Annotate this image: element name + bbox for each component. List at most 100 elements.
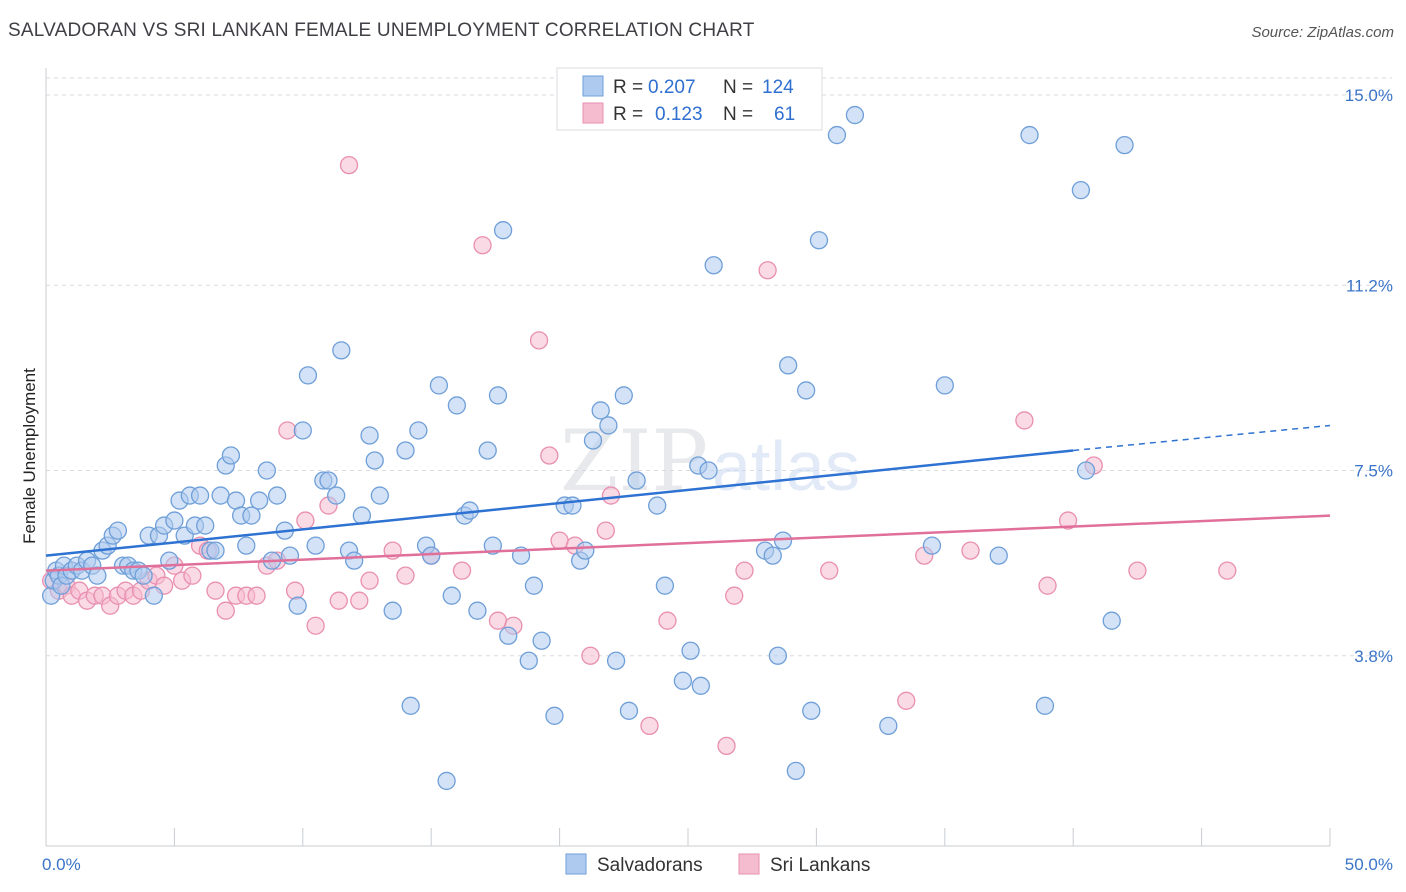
watermark-atlas: atlas: [712, 427, 860, 505]
sri-lankans-point-35: [350, 591, 369, 610]
salvadorans-point-41: [237, 536, 256, 555]
y-tick-label-1: 7.5%: [1354, 462, 1393, 481]
salvadorans-point-93: [606, 651, 626, 670]
x-tick-label-min: 0.0%: [42, 855, 81, 874]
salvadorans-point-69: [429, 376, 449, 395]
sri-lankans-point-56: [758, 261, 777, 280]
sri-lankans-point-38: [396, 566, 415, 585]
salvadorans-point-46: [267, 486, 287, 505]
salvadorans-point-44: [257, 461, 276, 480]
salvadorans-point-113: [809, 231, 829, 250]
watermark-zip: ZIP: [560, 412, 708, 510]
salvadorans-point-42: [242, 506, 261, 525]
legend-n-value-1: 124: [762, 77, 794, 98]
salvadorans-point-66: [409, 421, 428, 440]
sri-lankans-point-50: [601, 486, 621, 505]
trend-line-sri-lankans: [45, 514, 1331, 572]
sri-lankans-point-48: [581, 646, 600, 665]
y-tick-label-0: 3.8%: [1354, 647, 1393, 666]
legend-r-value-1: 0.207: [648, 77, 696, 98]
salvadorans-point-23: [144, 586, 164, 605]
salvadorans-point-75: [468, 601, 487, 620]
salvadorans-point-96: [627, 471, 646, 490]
sri-lankans-point-30: [296, 511, 315, 530]
salvadorans-point-119: [1035, 696, 1055, 715]
trend-line-salvadorans: [45, 449, 1074, 557]
salvadorans-point-33: [196, 516, 215, 535]
salvadorans-point-16: [108, 521, 128, 540]
legend-box: R = 0.207 N = 124 R = 0.123 N = 61: [556, 67, 823, 131]
salvadorans-point-100: [681, 641, 700, 660]
salvadorans-point-21: [134, 566, 153, 585]
x-tick-labels: 0.0% 50.0%: [42, 855, 1393, 874]
bottom-legend: Salvadorans Sri Lankans: [565, 853, 870, 876]
sri-lankans-point-46: [550, 531, 569, 550]
sri-lankans-point-40: [452, 561, 472, 580]
salvadorans-point-115: [922, 536, 942, 555]
salvadorans-point-102: [691, 676, 710, 695]
legend-swatch-blue: [582, 75, 604, 97]
salvadorans-point-91: [591, 401, 610, 420]
salvadorans-point-114: [879, 716, 898, 735]
watermark: ZIP atlas: [560, 412, 860, 510]
salvadorans-point-106: [763, 546, 782, 565]
salvadorans-point-108: [773, 531, 793, 550]
salvadorans-point-90: [583, 431, 603, 450]
sri-lankans-point-42: [488, 611, 508, 630]
legend-r-label-2: R =: [613, 104, 643, 125]
legend-swatch-pink: [582, 102, 604, 124]
salvadorans-point-85: [545, 706, 564, 725]
salvadorans-point-99: [673, 671, 693, 690]
salvadorans-point-12: [88, 566, 107, 585]
salvadorans-point-122: [1102, 611, 1121, 630]
legend-n-label-2: N =: [723, 104, 753, 125]
sri-lankans-point-36: [360, 571, 379, 590]
salvadorans-point-109: [779, 356, 798, 375]
bottom-legend-label-salvadorans: Salvadorans: [597, 855, 703, 876]
salvadorans-point-83: [524, 576, 544, 595]
sri-lankans-point-53: [717, 736, 736, 756]
y-tick-label-2: 11.2%: [1346, 276, 1393, 295]
salvadorans-point-51: [298, 366, 318, 385]
sri-lankans-point-29: [285, 581, 305, 600]
salvadorans-point-52: [306, 536, 325, 555]
salvadorans-point-60: [360, 426, 379, 445]
salvadorans-point-124: [827, 125, 847, 145]
sri-lankans-point-28: [278, 421, 297, 440]
salvadorans-point-54: [319, 471, 338, 490]
salvadorans-point-94: [614, 386, 633, 405]
chart-title: SALVADORAN VS SRI LANKAN FEMALE UNEMPLOY…: [8, 20, 755, 41]
salvadorans-point-117: [989, 546, 1008, 565]
salvadorans-point-92: [599, 416, 618, 435]
sri-lankans-point-22: [216, 601, 235, 620]
sri-lankans-point-34: [339, 155, 359, 175]
salvadorans-point-87: [563, 496, 582, 515]
salvadorans-point-76: [478, 441, 497, 460]
salvadorans-point-38: [221, 446, 241, 465]
salvadorans-point-89: [576, 541, 595, 560]
x-tick-label-max: 50.0%: [1345, 855, 1393, 874]
salvadorans-point-123: [1115, 135, 1134, 155]
sri-lankans-point-61: [1015, 411, 1034, 430]
salvadorans-point-77: [483, 536, 502, 555]
salvadorans-point-121: [1076, 461, 1096, 480]
sri-lankans-point-21: [206, 581, 225, 600]
sri-lankans-point-51: [640, 716, 659, 735]
salvadorans-point-82: [519, 651, 538, 670]
sri-lankans-point-62: [1038, 576, 1057, 595]
legend-r-value-2: 0.123: [655, 104, 703, 125]
salvadorans-point-55: [327, 486, 346, 505]
salvadorans-point-56: [332, 341, 351, 360]
sri-lankans-point-44: [529, 331, 549, 350]
salvadorans-point-95: [619, 701, 639, 720]
axes: [45, 68, 1331, 847]
sri-lankans-point-58: [897, 691, 916, 710]
y-axis-title: Female Unemployment: [20, 368, 39, 544]
y-tick-label-3: 15.0%: [1345, 86, 1393, 105]
sri-lankans-point-66: [1218, 561, 1237, 580]
salvadorans-point-80: [499, 626, 518, 645]
sri-lankans-point-52: [658, 611, 677, 630]
salvadorans-point-120: [1071, 181, 1091, 200]
salvadorans-point-62: [370, 486, 389, 505]
